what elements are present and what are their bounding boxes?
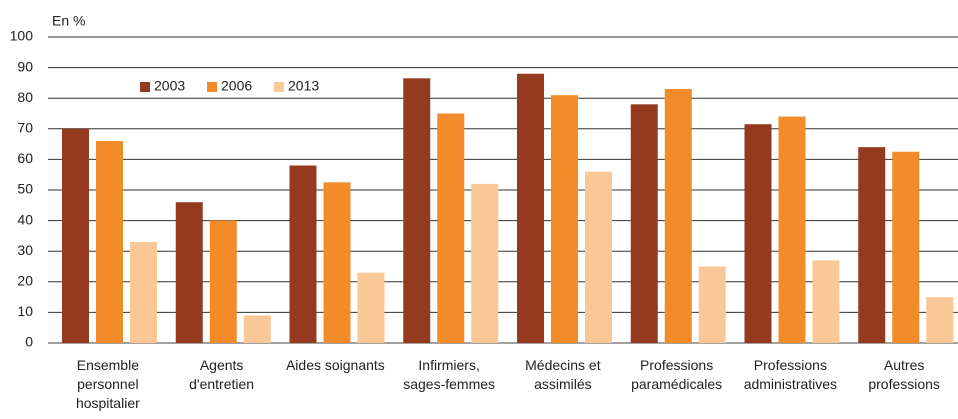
y-tick-label: 0: [25, 334, 33, 350]
x-tick-label: Infirmiers, sages-femmes: [403, 357, 496, 392]
x-tick-label: Professions administratives: [743, 357, 838, 392]
bar: [471, 183, 499, 343]
legend-label: 2003: [154, 78, 185, 94]
bar: [289, 165, 317, 343]
y-tick-label: 60: [17, 150, 33, 166]
bar: [96, 141, 123, 343]
bar: [323, 182, 351, 343]
bar: [209, 220, 237, 343]
bar: [778, 116, 806, 343]
y-tick-label: 80: [17, 89, 33, 105]
bar: [630, 104, 658, 343]
y-tick-label: 30: [17, 242, 33, 258]
bar: [744, 124, 772, 344]
bar: [62, 128, 89, 343]
y-tick-label: 70: [17, 120, 33, 136]
x-tick-label: Autres professions: [868, 357, 940, 392]
y-unit-label: En %: [52, 13, 85, 29]
bar: [892, 151, 920, 343]
bar: [858, 147, 886, 343]
bar: [357, 272, 385, 343]
x-tick-label: Médecins et assimilés: [525, 357, 601, 392]
bar: [926, 297, 954, 343]
legend-swatch: [207, 82, 217, 92]
bar: [698, 266, 726, 343]
bar: [551, 95, 578, 343]
bar: [403, 78, 431, 343]
x-tick-label: Ensemble personnel hospitalier: [75, 357, 140, 411]
bar: [243, 315, 271, 343]
bar: [812, 260, 840, 343]
y-tick-label: 100: [10, 28, 34, 44]
y-tick-label: 10: [17, 303, 33, 319]
bar: [664, 89, 692, 344]
y-tick-label: 50: [17, 181, 33, 197]
bar: [130, 242, 157, 343]
bar: [585, 171, 612, 343]
bar: [175, 202, 203, 343]
bar: [517, 73, 544, 343]
y-tick-label: 90: [17, 58, 33, 74]
legend-swatch: [274, 82, 284, 92]
x-tick-label: Aides soignants: [285, 357, 385, 373]
x-tick-label: Agents d'entretien: [189, 357, 255, 392]
x-tick-label: Professions paramédicales: [631, 357, 723, 392]
legend-swatch: [140, 82, 150, 92]
bar: [437, 113, 465, 343]
y-tick-label: 40: [17, 211, 33, 227]
legend-label: 2006: [221, 78, 252, 94]
y-tick-label: 20: [17, 273, 33, 289]
legend-label: 2013: [288, 78, 319, 94]
